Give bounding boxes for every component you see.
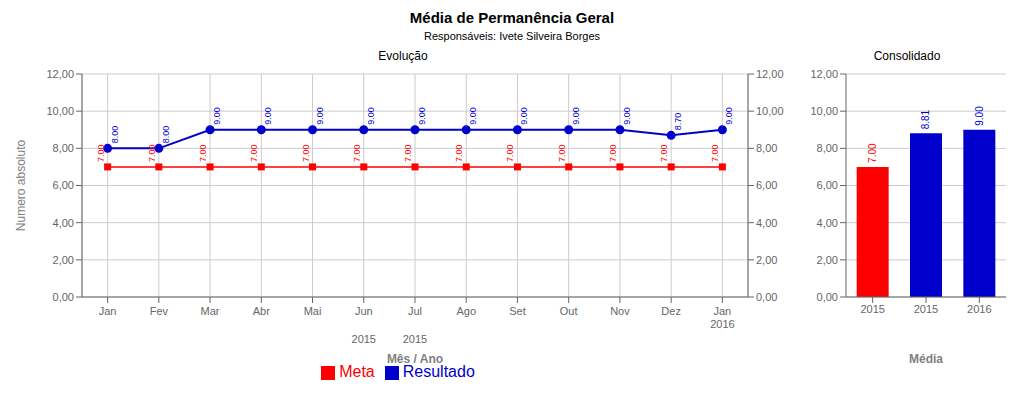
svg-text:8.00: 8.00 — [161, 126, 171, 144]
svg-text:9.00: 9.00 — [366, 107, 376, 125]
svg-text:7.00: 7.00 — [403, 144, 413, 162]
svg-text:10,00: 10,00 — [810, 105, 838, 117]
svg-text:9.00: 9.00 — [974, 106, 985, 126]
svg-text:7.00: 7.00 — [301, 144, 311, 162]
svg-text:2015: 2015 — [352, 333, 376, 345]
html-text:Meta: Meta — [339, 363, 375, 380]
svg-text:9.00: 9.00 — [417, 107, 427, 125]
svg-text:2015: 2015 — [860, 303, 884, 315]
svg-text:Set: Set — [509, 305, 526, 317]
svg-text:7.00: 7.00 — [659, 144, 669, 162]
svg-text:6,00: 6,00 — [817, 179, 838, 191]
svg-text:2,00: 2,00 — [756, 254, 777, 266]
svg-text:7.00: 7.00 — [96, 144, 106, 162]
svg-text:7.00: 7.00 — [608, 144, 618, 162]
html-text:Média de Permanência Geral: Média de Permanência Geral — [409, 9, 615, 26]
svg-text:7.00: 7.00 — [505, 144, 515, 162]
svg-text:7.00: 7.00 — [710, 144, 720, 162]
svg-text:4,00: 4,00 — [53, 217, 74, 229]
svg-text:Nov: Nov — [610, 305, 630, 317]
svg-text:12,00: 12,00 — [46, 68, 74, 80]
html-text:Evolução: Evolução — [378, 49, 428, 63]
svg-text:Dez: Dez — [661, 305, 681, 317]
svg-text:6,00: 6,00 — [756, 179, 777, 191]
svg-text:9.00: 9.00 — [622, 107, 632, 125]
svg-text:Fev: Fev — [150, 305, 169, 317]
svg-text:9.00: 9.00 — [468, 107, 478, 125]
svg-text:Out: Out — [560, 305, 578, 317]
html-text:Responsáveis: Ivete Silveira B: Responsáveis: Ivete Silveira Borges — [424, 30, 600, 42]
svg-text:7.00: 7.00 — [198, 144, 208, 162]
svg-text:6,00: 6,00 — [53, 179, 74, 191]
svg-text:4,00: 4,00 — [756, 217, 777, 229]
svg-text:7.00: 7.00 — [557, 144, 567, 162]
svg-text:12,00: 12,00 — [810, 68, 838, 80]
svg-text:0,00: 0,00 — [53, 291, 74, 303]
svg-text:7.00: 7.00 — [147, 144, 157, 162]
svg-text:9.00: 9.00 — [571, 107, 581, 125]
svg-text:9.00: 9.00 — [315, 107, 325, 125]
svg-text:Abr: Abr — [253, 305, 270, 317]
svg-text:8,00: 8,00 — [817, 142, 838, 154]
svg-text:Mês / Ano: Mês / Ano — [387, 352, 443, 366]
svg-text:9.00: 9.00 — [212, 107, 222, 125]
svg-text:Jun: Jun — [355, 305, 373, 317]
svg-text:Jan2016: Jan2016 — [710, 305, 734, 330]
html-text:Resultado: Resultado — [402, 363, 475, 380]
svg-text:9.00: 9.00 — [263, 107, 273, 125]
svg-text:8.00: 8.00 — [110, 126, 120, 144]
svg-text:8.70: 8.70 — [673, 113, 683, 131]
svg-text:Numero absoluto: Numero absoluto — [14, 139, 28, 231]
svg-text:0,00: 0,00 — [817, 291, 838, 303]
svg-text:9.00: 9.00 — [519, 107, 529, 125]
svg-text:2015: 2015 — [914, 303, 938, 315]
svg-text:8,00: 8,00 — [756, 142, 777, 154]
svg-text:9.00: 9.00 — [724, 107, 734, 125]
svg-text:8.81: 8.81 — [921, 109, 932, 129]
html-text:Consolidado: Consolidado — [873, 49, 941, 63]
svg-text:2,00: 2,00 — [53, 254, 74, 266]
svg-text:7.00: 7.00 — [867, 143, 878, 163]
svg-text:Mar: Mar — [201, 305, 220, 317]
svg-text:2016: 2016 — [967, 303, 991, 315]
svg-text:12,00: 12,00 — [756, 68, 784, 80]
svg-text:8,00: 8,00 — [53, 142, 74, 154]
svg-text:Jan: Jan — [99, 305, 117, 317]
svg-text:10,00: 10,00 — [46, 105, 74, 117]
svg-text:2015: 2015 — [403, 333, 427, 345]
svg-text:Ago: Ago — [456, 305, 476, 317]
svg-text:10,00: 10,00 — [756, 105, 784, 117]
svg-text:Jul: Jul — [408, 305, 422, 317]
svg-text:7.00: 7.00 — [249, 144, 259, 162]
svg-text:Média: Média — [909, 352, 943, 366]
svg-text:7.00: 7.00 — [454, 144, 464, 162]
svg-text:2,00: 2,00 — [817, 254, 838, 266]
svg-text:Mai: Mai — [304, 305, 322, 317]
svg-text:0,00: 0,00 — [756, 291, 777, 303]
svg-text:4,00: 4,00 — [817, 217, 838, 229]
svg-text:7.00: 7.00 — [352, 144, 362, 162]
